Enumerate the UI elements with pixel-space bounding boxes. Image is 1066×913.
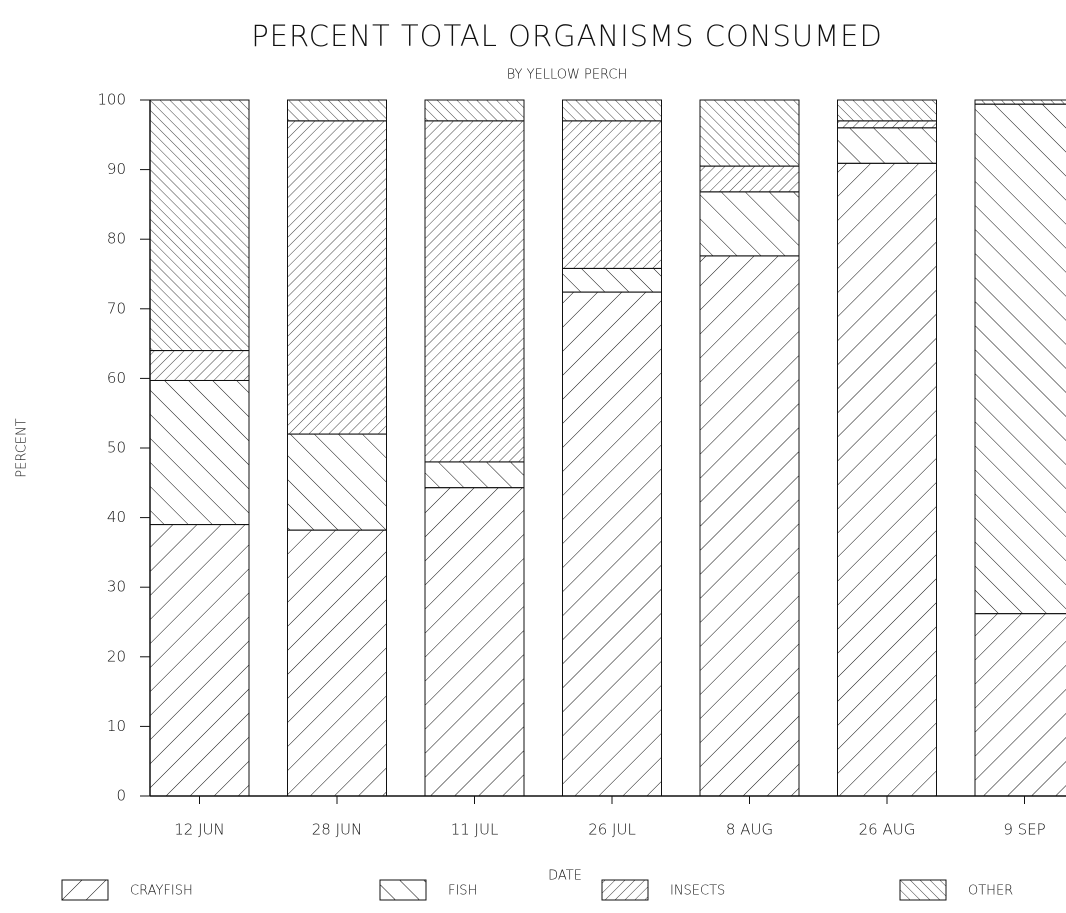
x-tick-label: 28 JUN [312,821,362,839]
bar-segment [837,120,937,129]
bar-segment [837,99,937,122]
bar-segment [837,162,937,797]
y-tick-label: 100 [97,91,126,109]
x-tick-label: 26 AUG [859,821,916,839]
x-tick-label: 12 JUN [174,821,224,839]
bar-segment [149,350,250,381]
y-tick-label: 50 [107,439,126,457]
y-tick-label: 0 [116,787,126,805]
bar-segment [424,487,525,797]
bar-segment [424,99,525,122]
x-tick-label: 26 JUL [588,821,636,839]
y-axis-label: PERCENT [15,418,30,477]
y-tick-label: 40 [107,508,126,526]
legend-swatch [379,879,427,901]
bar-segment [699,191,800,257]
y-tick-label: 80 [107,230,126,248]
chart-title: PERCENT TOTAL ORGANISMS CONSUMED [251,19,883,53]
bar-segment [699,165,800,193]
bar-segment [149,99,250,352]
y-tick-label: 90 [107,160,126,178]
bar-segment [699,99,800,167]
bar-segment [287,529,387,797]
y-tick-label: 60 [107,369,126,387]
bar-segment [974,613,1066,797]
bar-segment [974,99,1066,105]
legend-swatch [601,879,649,901]
bar-segment [424,461,525,489]
x-tick-label: 11 JUL [451,821,499,839]
bar-segment [562,120,662,269]
legend-swatch [61,879,109,901]
bar-segment [699,255,800,797]
bar-segment [287,99,387,122]
bar-segment [149,379,250,526]
bar-segment [287,120,387,435]
y-tick-label: 70 [107,299,126,317]
bar-segment [837,127,937,164]
chart-subtitle: BY YELLOW PERCH [507,68,628,83]
x-axis-label: DATE [548,869,582,884]
legend-label: CRAYFISH [130,884,193,899]
bar-segment [562,99,662,122]
legend-label: FISH [448,884,477,899]
legend-swatch [899,879,947,901]
x-tick-label: 8 AUG [726,821,773,839]
bar-segment [562,291,662,797]
legend-label: INSECTS [670,884,725,899]
y-tick-label: 20 [107,647,126,665]
legend-label: OTHER [968,884,1013,899]
bar-segment [562,267,662,293]
bar-segment [424,120,525,463]
y-tick-label: 10 [107,717,126,735]
y-tick-label: 30 [107,578,126,596]
bar-segment [287,433,387,531]
bar-segment [974,103,1066,615]
bar-segment [149,524,250,797]
x-tick-label: 9 SEP [1003,821,1045,839]
